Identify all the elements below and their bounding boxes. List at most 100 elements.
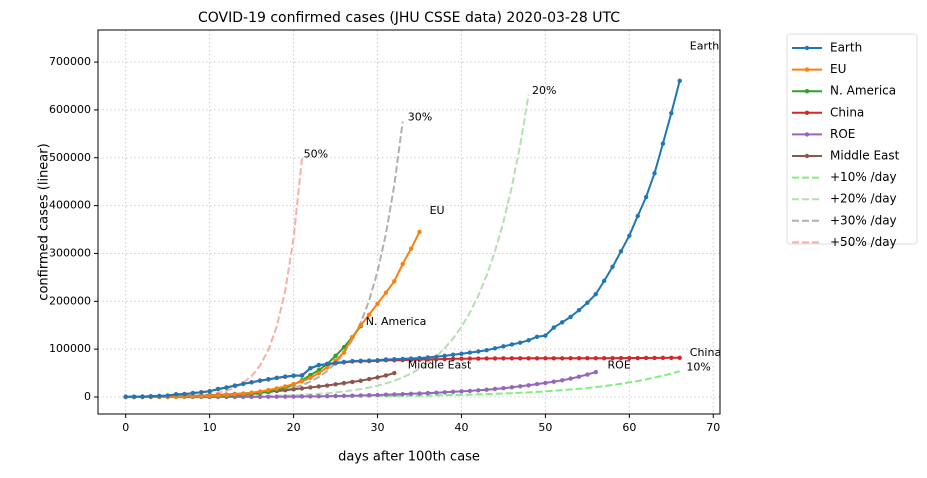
point <box>123 394 128 399</box>
point <box>266 394 271 399</box>
point <box>190 394 196 399</box>
point <box>425 390 431 396</box>
point <box>316 394 321 399</box>
point <box>618 249 624 254</box>
point <box>207 393 212 399</box>
point <box>543 333 548 338</box>
point <box>299 394 305 399</box>
point <box>308 365 313 371</box>
point <box>526 356 531 361</box>
point <box>442 353 447 359</box>
point <box>358 323 363 328</box>
point <box>534 356 540 361</box>
point <box>652 355 657 361</box>
annotation: 10% <box>686 360 710 373</box>
point <box>459 389 464 394</box>
y-tick-label: 0 <box>84 390 91 403</box>
point <box>350 358 355 364</box>
point <box>341 359 347 365</box>
point <box>408 356 414 361</box>
point <box>551 356 556 361</box>
point <box>568 376 573 381</box>
point <box>341 350 347 355</box>
point <box>333 353 338 359</box>
point <box>450 389 456 395</box>
y-tick-label: 300000 <box>49 246 91 259</box>
plot-frame <box>97 29 721 415</box>
x-tick-label: 20 <box>287 421 301 434</box>
point <box>442 390 447 395</box>
point <box>601 278 607 284</box>
point <box>131 394 137 399</box>
point <box>518 384 523 389</box>
legend-label: +50% /day <box>830 235 897 249</box>
legend-label: China <box>830 105 864 119</box>
point <box>408 391 414 397</box>
point <box>257 389 263 394</box>
legend-label: Earth <box>830 41 862 55</box>
point <box>282 384 288 389</box>
point <box>350 335 355 340</box>
point <box>140 394 145 399</box>
x-tick-label: 30 <box>371 421 385 434</box>
point <box>593 291 598 297</box>
point <box>434 354 439 359</box>
point <box>509 342 515 347</box>
point <box>316 362 321 368</box>
point <box>526 383 531 388</box>
point <box>585 300 590 305</box>
point <box>299 379 305 384</box>
y-axis-label: confirmed cases (linear) <box>37 143 52 300</box>
y-tick-label: 700000 <box>49 55 91 68</box>
point <box>576 356 582 361</box>
point <box>601 355 607 361</box>
annotation: 30% <box>408 111 432 124</box>
point <box>417 229 422 235</box>
legend-label: +30% /day <box>830 213 897 227</box>
point <box>392 392 397 397</box>
series-line <box>125 158 303 398</box>
legend-marker <box>804 132 810 137</box>
point <box>274 386 279 391</box>
annotation: China <box>690 346 721 359</box>
point <box>383 290 389 295</box>
point <box>324 383 330 388</box>
annotation: N. America <box>366 315 427 328</box>
point <box>266 387 271 393</box>
point <box>576 307 582 313</box>
point <box>635 355 640 361</box>
legend-label: EU <box>830 62 846 76</box>
point <box>249 380 254 385</box>
point <box>157 393 162 399</box>
series-line <box>125 94 530 398</box>
point <box>509 385 515 390</box>
point <box>257 378 263 383</box>
y-tick-label: 400000 <box>49 199 91 212</box>
point <box>392 357 397 362</box>
point <box>148 394 154 399</box>
point <box>492 386 498 392</box>
point <box>341 393 347 399</box>
point <box>232 392 238 397</box>
point <box>518 356 523 361</box>
point <box>199 390 204 395</box>
point <box>291 387 296 392</box>
point <box>559 378 565 383</box>
point <box>526 338 531 343</box>
point <box>333 393 338 399</box>
point <box>207 389 212 394</box>
y-tick-label: 100000 <box>49 342 91 355</box>
legend-label: +20% /day <box>830 192 897 206</box>
legend-marker <box>804 110 810 116</box>
point <box>241 391 246 396</box>
x-tick-label: 60 <box>622 421 636 434</box>
point <box>576 374 582 379</box>
point <box>543 380 548 386</box>
x-tick-label: 40 <box>454 421 468 434</box>
point <box>324 361 330 367</box>
x-axis-label: days after 100th case <box>338 450 480 465</box>
point <box>476 388 481 393</box>
point <box>568 356 573 361</box>
point <box>366 376 372 382</box>
